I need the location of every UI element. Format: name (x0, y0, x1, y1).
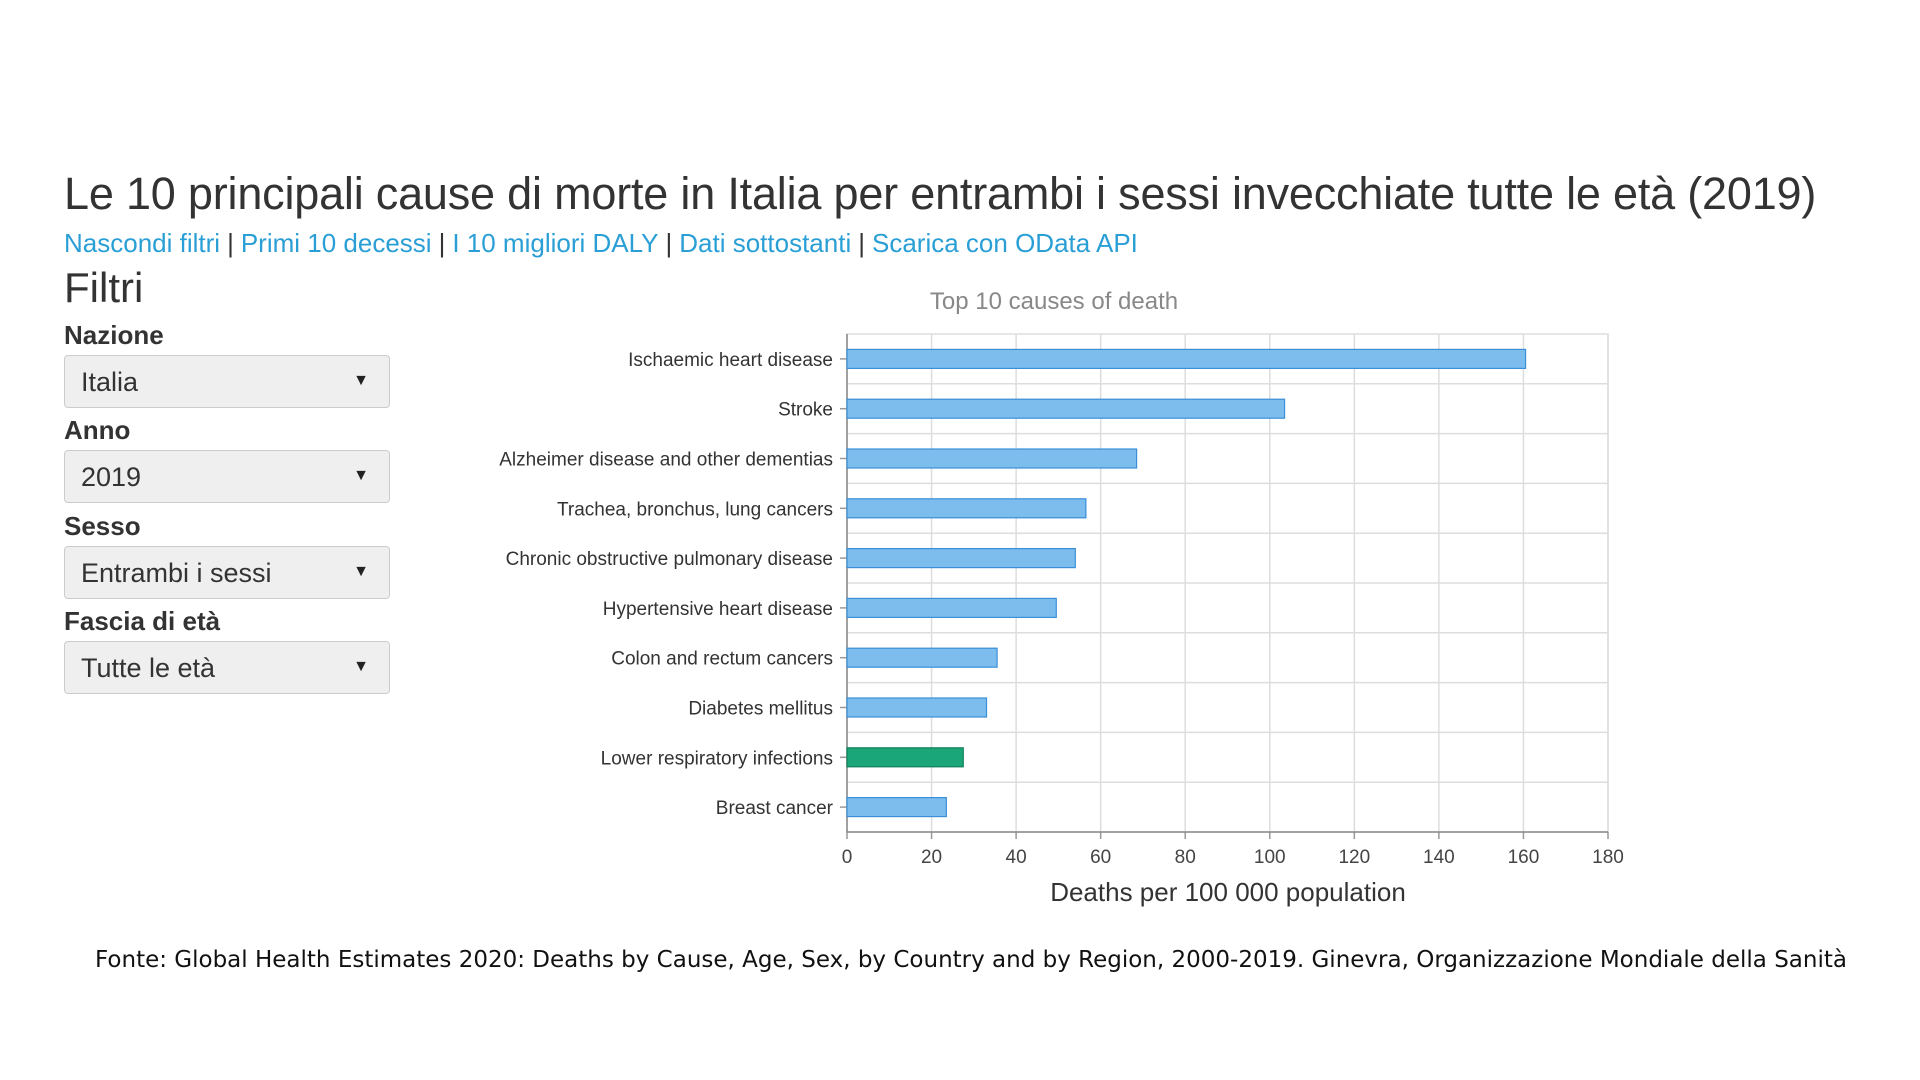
bar (846, 448, 1138, 469)
x-tick-label: 120 (1338, 847, 1370, 868)
page-title: Le 10 principali cause di morte in Itali… (64, 168, 1817, 219)
nation-select-value: Italia (81, 367, 139, 397)
x-tick-label: 80 (1175, 847, 1196, 868)
category-label: Hypertensive heart disease (603, 599, 833, 620)
category-label: Ischaemic heart disease (628, 350, 833, 371)
caret-down-icon: ▼ (353, 467, 369, 484)
bar (846, 547, 1076, 569)
age-label: Fascia di età (64, 606, 221, 636)
x-tick-label: 40 (1006, 847, 1027, 868)
top-10-deaths-link[interactable]: Primi 10 decessi (240, 228, 432, 258)
bar (846, 498, 1087, 519)
caret-down-icon: ▼ (353, 563, 369, 580)
filters-heading: Filtri (64, 264, 144, 311)
caret-down-icon: ▼ (353, 658, 369, 675)
category-label: Breast cancer (716, 798, 834, 819)
category-label: Trachea, bronchus, lung cancers (557, 499, 833, 520)
nav-separator: | (438, 228, 446, 258)
bar (846, 796, 947, 818)
category-label: Diabetes mellitus (688, 699, 833, 720)
nation-label: Nazione (64, 320, 164, 350)
odata-api-link[interactable]: Scarica con OData API (872, 228, 1138, 258)
sex-label: Sesso (64, 511, 141, 541)
nav-separator: | (227, 228, 234, 258)
underlying-data-link[interactable]: Dati sottostanti (679, 228, 852, 258)
bar (846, 398, 1286, 419)
x-tick-label: 100 (1254, 847, 1286, 868)
chart-title: Top 10 causes of death (930, 288, 1178, 315)
bar (846, 597, 1057, 619)
bar (846, 647, 998, 668)
category-label: Colon and rectum cancers (611, 649, 833, 670)
x-tick-label: 20 (921, 847, 942, 868)
category-label: Chronic obstructive pulmonary disease (506, 549, 833, 570)
bar (846, 348, 1527, 369)
year-select-value: 2019 (81, 462, 142, 492)
x-tick-label: 140 (1423, 847, 1455, 868)
bar-highlighted (846, 747, 964, 768)
bar (846, 697, 988, 718)
category-label: Lower respiratory infections (601, 748, 833, 769)
nav-separator: | (665, 228, 673, 258)
nav-links: Nascondi filtri | Primi 10 decessi | I 10 mi… (64, 228, 1138, 259)
caret-down-icon: ▼ (353, 372, 369, 389)
nation-select[interactable]: Italia ▼ (64, 355, 390, 408)
year-select[interactable]: 2019 ▼ (64, 450, 390, 503)
top-10-daly-link[interactable]: I 10 migliori DALY (452, 228, 659, 258)
age-select[interactable]: Tutte le età ▼ (64, 641, 390, 694)
sex-select[interactable]: Entrambi i sessi ▼ (64, 546, 390, 599)
source-note: Fonte: Global Health Estimates 2020: Dea… (95, 947, 1847, 973)
nav-separator: | (858, 228, 865, 258)
category-label: Alzheimer disease and other dementias (499, 450, 833, 471)
year-label: Anno (64, 415, 131, 445)
x-axis-label: Deaths per 100 000 population (1050, 877, 1406, 907)
x-tick-label: 0 (842, 847, 853, 868)
sex-select-value: Entrambi i sessi (81, 558, 272, 588)
x-tick-label: 160 (1508, 847, 1540, 868)
x-tick-label: 60 (1090, 847, 1111, 868)
hide-filters-link[interactable]: Nascondi filtri (64, 228, 221, 258)
category-label: Stroke (778, 400, 833, 421)
age-select-value: Tutte le età (81, 653, 216, 683)
x-tick-label: 180 (1592, 847, 1624, 868)
